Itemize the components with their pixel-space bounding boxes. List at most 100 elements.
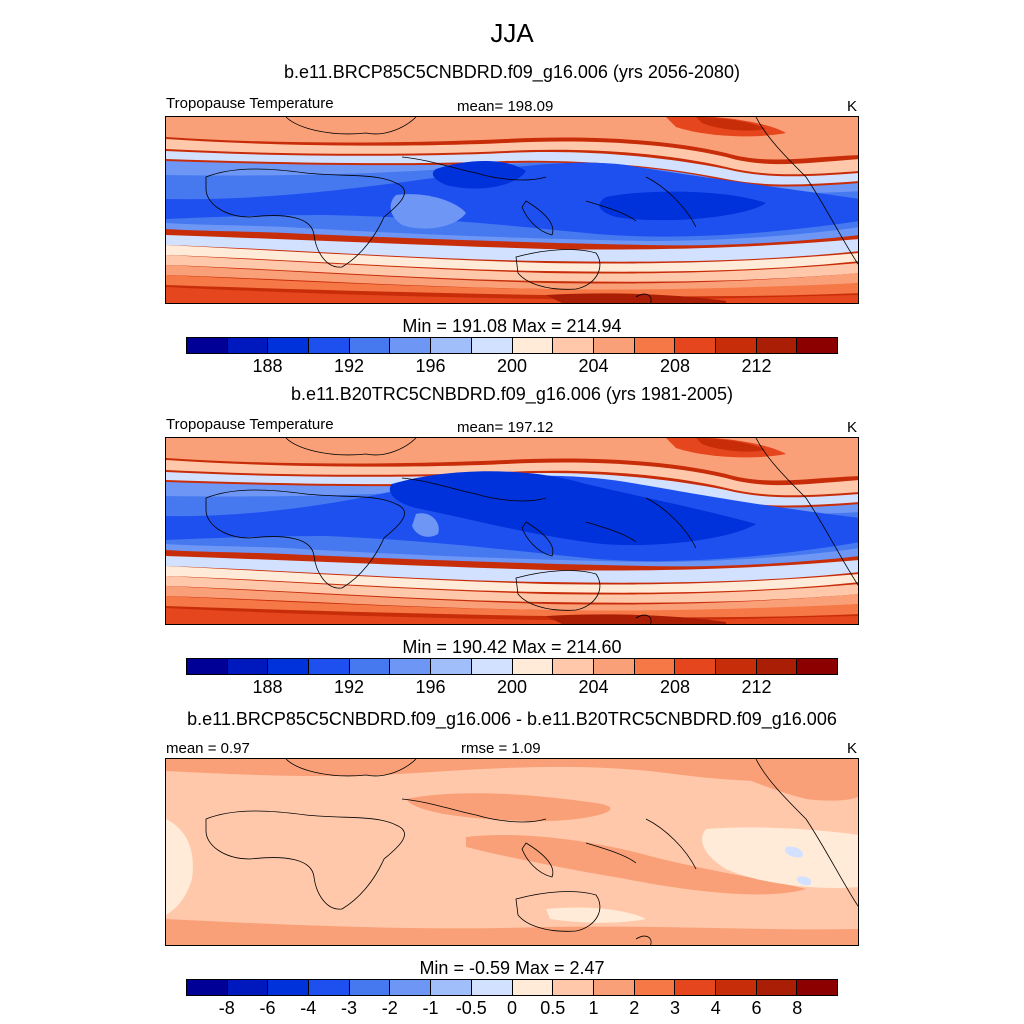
panel-2-case-title: b.e11.B20TRC5CNBDRD.f09_g16.006 (yrs 198… <box>291 384 733 404</box>
colorbar-tick-label: -6 <box>259 998 276 1018</box>
colorbar-swatch <box>390 980 432 995</box>
colorbar-swatch <box>268 338 310 353</box>
panel-3-map <box>165 758 859 946</box>
colorbar-tick-label: 212 <box>741 677 772 697</box>
colorbar-swatch <box>187 659 228 674</box>
colorbar-swatch <box>349 659 391 674</box>
colorbar-tick-label: 192 <box>333 677 365 697</box>
panel-2-variable-label: Tropopause Temperature <box>166 416 334 433</box>
colorbar-tick-label: -2 <box>381 998 398 1018</box>
colorbar-swatch <box>756 659 798 674</box>
colorbar-swatch <box>471 980 513 995</box>
colorbar-tick-label: 2 <box>629 998 640 1018</box>
colorbar-swatch <box>390 659 432 674</box>
colorbar-tick-label: 196 <box>415 356 446 376</box>
colorbar-tick-label: 4 <box>710 998 721 1018</box>
colorbar-tick-label: 188 <box>252 677 283 697</box>
colorbar-swatch <box>471 338 513 353</box>
colorbar-swatch <box>268 659 310 674</box>
colorbar-swatch <box>187 338 228 353</box>
panel-3-units-label: K <box>847 740 858 757</box>
colorbar-swatch <box>715 338 757 353</box>
colorbar-swatch <box>227 659 269 674</box>
colorbar-swatch <box>431 338 472 353</box>
colorbar-swatch <box>309 338 350 353</box>
panel-1-case-title: b.e11.BRCP85C5CNBDRD.f09_g16.006 (yrs 20… <box>284 62 740 82</box>
panel-3-case-title: b.e11.BRCP85C5CNBDRD.f09_g16.006 - b.e11… <box>187 709 837 729</box>
colorbar-tick-label: 192 <box>333 356 365 376</box>
colorbar-tick-label: 208 <box>659 356 691 376</box>
colorbar-tick-label: 196 <box>415 677 446 697</box>
colorbar-swatch <box>431 659 472 674</box>
colorbar-swatch <box>593 338 635 353</box>
colorbar-swatch <box>797 659 837 674</box>
colorbar-swatch <box>227 338 269 353</box>
panel-1-units-label: K <box>847 98 858 115</box>
panel-1-map <box>165 116 859 304</box>
colorbar-swatch <box>675 980 716 995</box>
colorbar-tick-label: 200 <box>496 356 528 376</box>
colorbar-swatch <box>593 659 635 674</box>
panel-2-minmax: Min = 190.42 Max = 214.60 <box>402 637 622 657</box>
colorbar-swatch <box>431 980 472 995</box>
colorbar-swatch <box>593 980 635 995</box>
colorbar-tick-label: 1 <box>588 998 599 1018</box>
panel-3-mean-label: mean = 0.97 <box>166 740 250 757</box>
colorbar-swatch <box>309 980 350 995</box>
colorbar-swatch <box>512 659 554 674</box>
colorbar-swatch <box>797 338 837 353</box>
panel-3-minmax: Min = -0.59 Max = 2.47 <box>419 958 605 978</box>
panel-2-colorbar <box>186 658 838 675</box>
colorbar-tick-label: 204 <box>578 677 609 697</box>
colorbar-swatch <box>309 659 350 674</box>
colorbar-tick-label: -4 <box>300 998 317 1018</box>
panel-2-mean-label: mean= 197.12 <box>457 419 554 436</box>
colorbar-swatch <box>756 980 798 995</box>
colorbar-swatch <box>715 980 757 995</box>
colorbar-swatch <box>675 659 716 674</box>
colorbar-tick-label: -1 <box>422 998 439 1018</box>
panel-1-minmax: Min = 191.08 Max = 214.94 <box>402 316 622 336</box>
panel-1-variable-label: Tropopause Temperature <box>166 95 334 112</box>
panel-2-units-label: K <box>847 419 858 436</box>
colorbar-tick-label: 208 <box>659 677 691 697</box>
colorbar-swatch <box>715 659 757 674</box>
panel-1-colorbar <box>186 337 838 354</box>
colorbar-swatch <box>634 338 676 353</box>
colorbar-tick-label: -8 <box>218 998 235 1018</box>
panel-2-coastlines <box>205 438 858 624</box>
panel-1-mean-label: mean= 198.09 <box>457 98 554 115</box>
main-title: JJA <box>490 18 534 48</box>
colorbar-swatch <box>268 980 310 995</box>
colorbar-swatch <box>634 659 676 674</box>
colorbar-swatch <box>512 980 554 995</box>
colorbar-tick-label: 3 <box>669 998 681 1018</box>
colorbar-swatch <box>349 980 391 995</box>
colorbar-tick-label: 188 <box>252 356 283 376</box>
colorbar-tick-label: 8 <box>792 998 803 1018</box>
colorbar-tick-label: 0 <box>506 998 518 1018</box>
panel-3-coastlines <box>205 759 858 945</box>
colorbar-swatch <box>390 338 432 353</box>
colorbar-swatch <box>512 338 554 353</box>
colorbar-tick-label: 6 <box>751 998 762 1018</box>
colorbar-swatch <box>471 659 513 674</box>
colorbar-swatch <box>553 659 594 674</box>
colorbar-tick-label: 204 <box>578 356 609 376</box>
colorbar-tick-label: -3 <box>340 998 358 1018</box>
panel-3-rmse-label: rmse = 1.09 <box>461 740 541 757</box>
colorbar-swatch <box>553 980 594 995</box>
colorbar-swatch <box>675 338 716 353</box>
colorbar-tick-label: 212 <box>741 356 772 376</box>
colorbar-swatch <box>187 980 228 995</box>
colorbar-swatch <box>634 980 676 995</box>
colorbar-swatch <box>553 338 594 353</box>
colorbar-swatch <box>797 980 837 995</box>
panel-2-map <box>165 437 859 625</box>
colorbar-tick-label: 0.5 <box>540 998 566 1018</box>
colorbar-swatch <box>756 338 798 353</box>
colorbar-swatch <box>349 338 391 353</box>
colorbar-tick-label: 200 <box>496 677 528 697</box>
panel-1-coastlines <box>205 117 858 303</box>
panel-3-colorbar <box>186 979 838 996</box>
